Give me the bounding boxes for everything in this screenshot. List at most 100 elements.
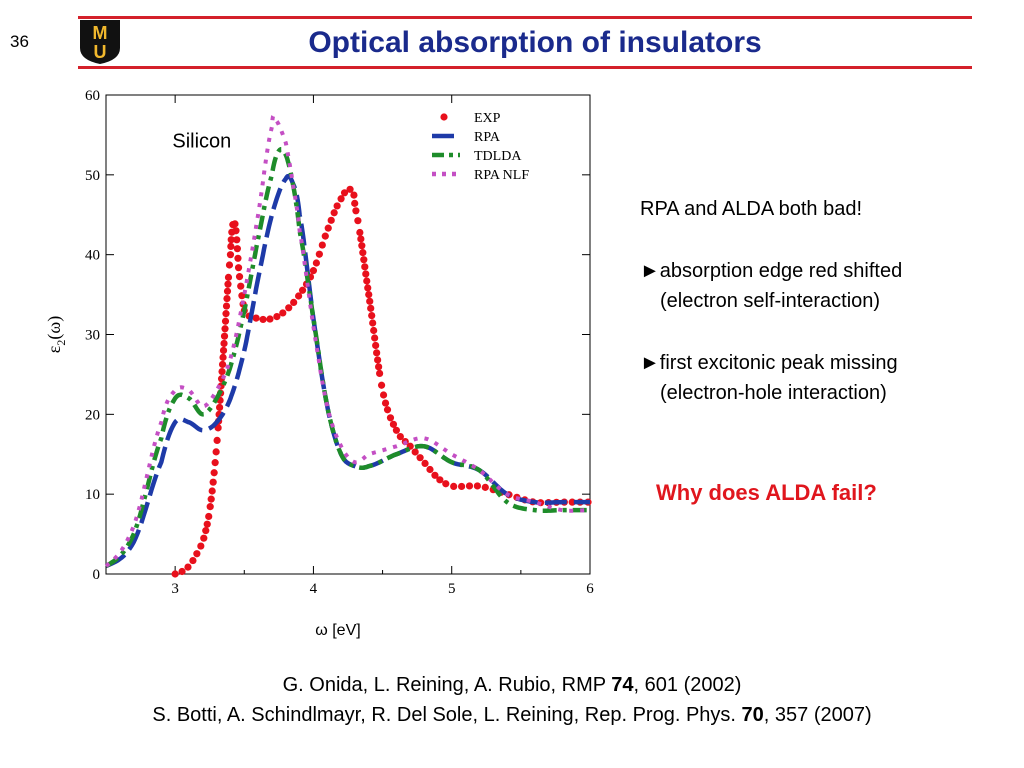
series-point-exp: [368, 311, 376, 320]
reference-2: S. Botti, A. Schindlmayr, R. Del Sole, L…: [152, 704, 872, 726]
series-point-exp: [359, 249, 367, 257]
series-point-exp: [178, 567, 186, 576]
series-point-exp: [367, 304, 375, 312]
series-point-exp: [223, 294, 231, 303]
series-point-exp: [376, 369, 384, 378]
series-point-exp: [366, 297, 374, 305]
series-point-exp: [365, 290, 373, 299]
series-point-exp: [350, 191, 358, 199]
series-point-exp: [442, 480, 450, 488]
series-point-exp: [197, 542, 205, 550]
series-point-exp: [457, 482, 466, 491]
series-point-exp: [295, 292, 303, 300]
series-point-exp: [219, 346, 228, 355]
y-tick-label: 50: [85, 168, 100, 184]
series-point-exp: [222, 310, 230, 318]
series-point-exp: [315, 250, 323, 258]
y-tick-label: 10: [85, 487, 100, 503]
legend-label-exp: EXP: [474, 111, 501, 126]
series-point-exp: [318, 241, 326, 249]
series-point-exp: [421, 459, 429, 467]
series-point-exp: [223, 287, 232, 295]
series-point-exp: [450, 482, 458, 491]
series-point-exp: [202, 527, 210, 535]
series-point-exp: [298, 286, 307, 294]
series-line-rpa-nlf: [104, 113, 591, 568]
series-point-exp: [333, 202, 341, 210]
page-title: Optical absorption of insulators: [308, 26, 762, 59]
series-point-exp: [431, 471, 439, 479]
x-tick-label: 4: [310, 581, 318, 597]
series-point-exp: [312, 259, 320, 267]
series-point-exp: [235, 273, 244, 281]
series-point-exp: [221, 325, 229, 333]
series-point-exp: [225, 261, 234, 269]
y-tick-label: 30: [85, 328, 100, 344]
question-callout: Why does ALDA fail?: [656, 480, 877, 505]
series-point-exp: [220, 332, 229, 340]
legend-label-rpa-nlf: RPA NLF: [474, 168, 529, 183]
series-point-exp: [324, 224, 332, 232]
series-point-exp: [370, 326, 378, 335]
series-point-exp: [362, 270, 370, 278]
note-bullet-edge-sub: (electron self-interaction): [660, 290, 881, 312]
series-point-exp: [218, 360, 227, 369]
series-point-exp: [360, 256, 368, 264]
series-point-exp: [373, 349, 381, 357]
series-point-exp: [231, 220, 239, 228]
series-point-exp: [375, 363, 383, 371]
series-point-exp: [171, 570, 179, 578]
series-point-exp: [205, 512, 213, 521]
series-point-exp: [327, 216, 335, 224]
series-point-exp: [209, 478, 217, 486]
series-point-exp: [426, 465, 434, 474]
series-point-exp: [210, 469, 218, 477]
series-point-exp: [232, 227, 240, 235]
series-point-exp: [221, 317, 230, 325]
series-point-exp: [392, 426, 400, 434]
series-point-exp: [233, 236, 241, 244]
series-point-exp: [356, 228, 364, 237]
series-point-exp: [352, 207, 360, 215]
series-point-exp: [218, 367, 226, 376]
series-point-exp: [227, 242, 235, 251]
series-point-exp: [226, 251, 235, 259]
series-point-exp: [237, 282, 245, 290]
note-summary: RPA and ALDA both bad!: [640, 198, 863, 220]
series-point-exp: [481, 483, 489, 491]
series-point-exp: [208, 487, 216, 495]
references: G. Onida, L. Reining, A. Rubio, RMP 74, …: [0, 670, 1024, 730]
series-point-exp: [203, 520, 211, 528]
series-point-exp: [189, 556, 197, 565]
series-point-exp: [386, 414, 395, 422]
series-point-exp: [396, 433, 404, 441]
note-bullet-exciton: ►first excitonic peak missing: [640, 352, 898, 374]
series-point-exp: [357, 235, 365, 243]
series-point-exp: [309, 267, 318, 275]
series-point-exp: [377, 381, 386, 389]
logo-letter-u: U: [94, 42, 107, 62]
header-rule-top: [78, 16, 972, 19]
series-point-exp: [354, 217, 362, 225]
x-axis-label: ω [eV]: [315, 622, 360, 639]
series-point-exp: [259, 315, 267, 324]
slide-number: 36: [10, 32, 29, 51]
series-point-exp: [330, 209, 338, 217]
y-tick-label: 20: [85, 407, 100, 423]
series-point-exp: [214, 424, 222, 432]
series-point-exp: [252, 314, 260, 322]
legend-marker-exp: [440, 113, 448, 121]
plot-series: [104, 113, 592, 578]
series-point-exp: [358, 242, 366, 250]
y-axis-label: ε2(ω): [44, 316, 68, 353]
legend-label-rpa: RPA: [474, 130, 501, 145]
chart-annotation: Silicon: [172, 131, 231, 153]
series-point-exp: [238, 292, 246, 300]
series-point-exp: [266, 315, 274, 323]
series-point-exp: [340, 189, 349, 197]
plot-frame: [105, 94, 591, 575]
series-point-exp: [234, 264, 243, 272]
note-bullet-exciton-sub: (electron-hole interaction): [660, 382, 887, 404]
series-point-exp: [193, 550, 201, 558]
